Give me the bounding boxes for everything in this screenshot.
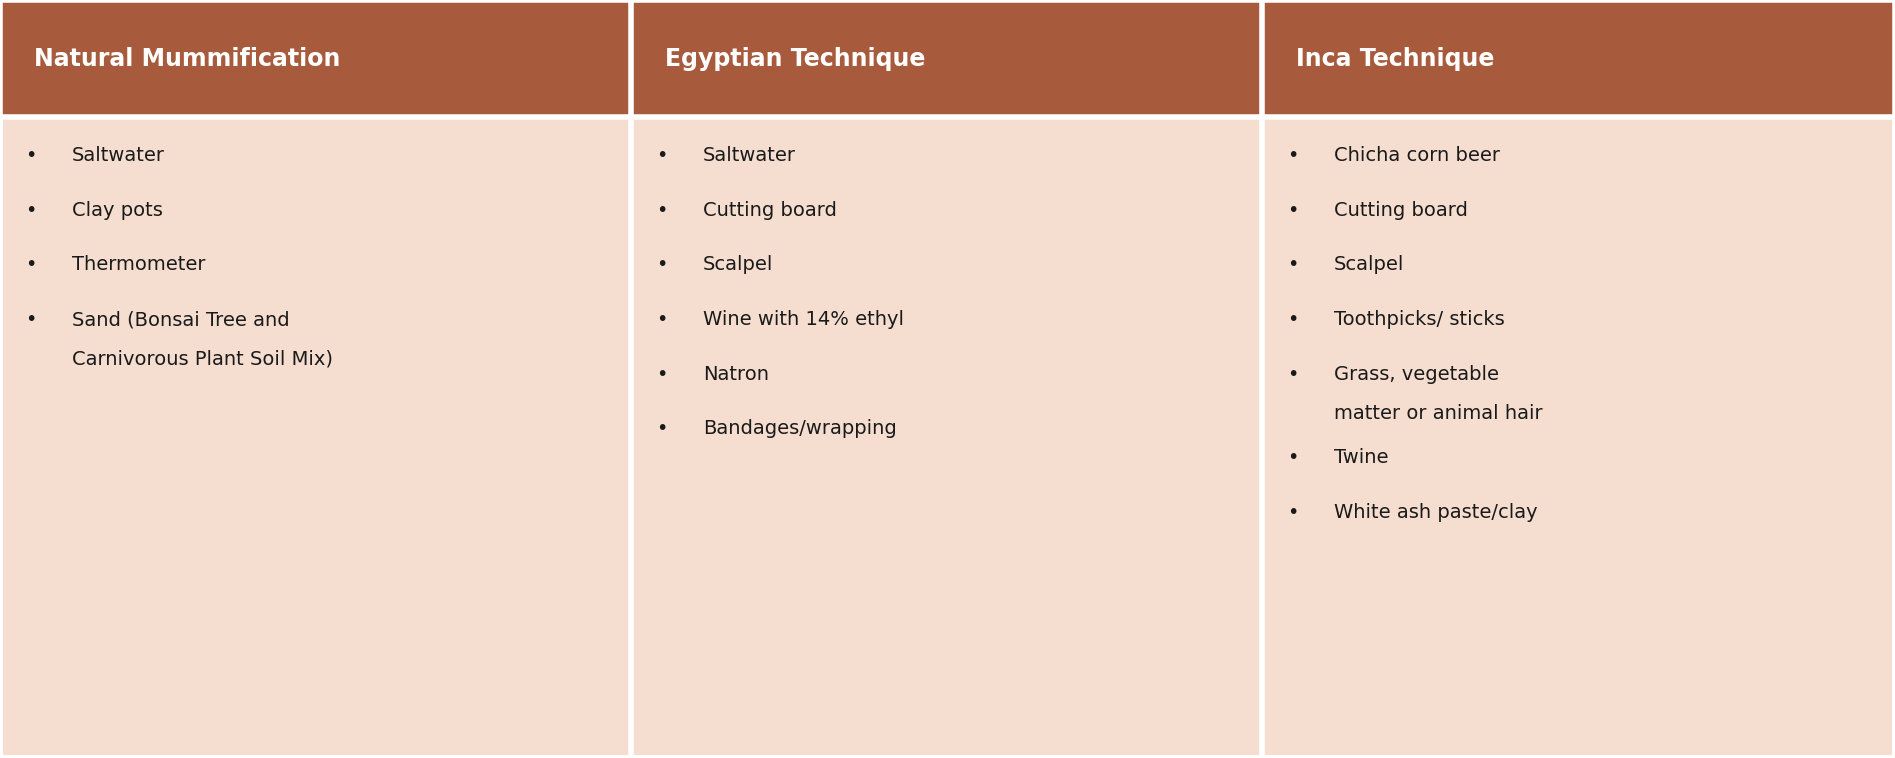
Text: Wine with 14% ethyl: Wine with 14% ethyl <box>703 310 904 329</box>
Text: •: • <box>656 310 667 329</box>
Text: Grass, vegetable: Grass, vegetable <box>1334 365 1499 384</box>
Text: Scalpel: Scalpel <box>1334 255 1404 274</box>
Text: White ash paste/clay: White ash paste/clay <box>1334 503 1537 522</box>
Text: •: • <box>1287 146 1298 165</box>
Text: Inca Technique: Inca Technique <box>1296 47 1495 70</box>
Text: •: • <box>1287 201 1298 220</box>
Bar <box>1262 0 1895 117</box>
Text: •: • <box>25 310 36 329</box>
Text: •: • <box>656 419 667 438</box>
Text: Natural Mummification: Natural Mummification <box>34 47 341 70</box>
Text: Clay pots: Clay pots <box>72 201 163 220</box>
Text: Cutting board: Cutting board <box>703 201 838 220</box>
Text: Carnivorous Plant Soil Mix): Carnivorous Plant Soil Mix) <box>72 349 334 368</box>
Text: Scalpel: Scalpel <box>703 255 773 274</box>
Text: •: • <box>656 365 667 384</box>
Text: Chicha corn beer: Chicha corn beer <box>1334 146 1501 165</box>
Text: Twine: Twine <box>1334 448 1389 467</box>
Text: •: • <box>25 201 36 220</box>
Text: •: • <box>656 255 667 274</box>
Text: Cutting board: Cutting board <box>1334 201 1469 220</box>
Text: Sand (Bonsai Tree and: Sand (Bonsai Tree and <box>72 310 290 329</box>
Text: •: • <box>25 255 36 274</box>
Text: matter or animal hair: matter or animal hair <box>1334 404 1543 423</box>
Bar <box>631 0 1262 117</box>
Text: •: • <box>656 201 667 220</box>
Bar <box>0 0 631 117</box>
Text: •: • <box>1287 365 1298 384</box>
Text: Saltwater: Saltwater <box>703 146 796 165</box>
Text: •: • <box>656 146 667 165</box>
Text: Thermometer: Thermometer <box>72 255 205 274</box>
Text: •: • <box>25 146 36 165</box>
Text: Toothpicks/ sticks: Toothpicks/ sticks <box>1334 310 1505 329</box>
Text: Egyptian Technique: Egyptian Technique <box>665 47 925 70</box>
Text: •: • <box>1287 503 1298 522</box>
Text: •: • <box>1287 310 1298 329</box>
Text: •: • <box>1287 255 1298 274</box>
Text: Saltwater: Saltwater <box>72 146 165 165</box>
Text: •: • <box>1287 448 1298 467</box>
Text: Natron: Natron <box>703 365 769 384</box>
Text: Bandages/wrapping: Bandages/wrapping <box>703 419 896 438</box>
